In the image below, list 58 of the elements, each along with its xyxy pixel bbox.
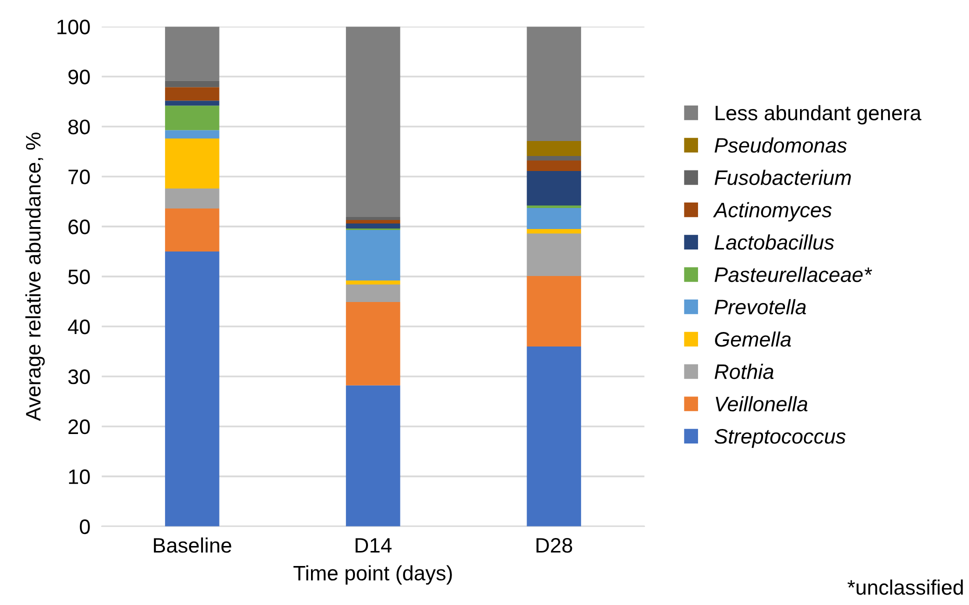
bar: [526, 171, 582, 206]
bar: [346, 284, 400, 302]
bar: [346, 230, 400, 280]
bar: [526, 141, 582, 156]
legend-label: Actinomyces: [712, 202, 832, 222]
bar: [165, 100, 220, 106]
bar: [165, 208, 220, 252]
legend-label: Rothia: [714, 364, 774, 380]
bar: [526, 229, 582, 234]
legend-label: Lactobacillus: [714, 234, 834, 250]
legend-label: Pseudomonas: [714, 137, 847, 153]
legend-label: Prevotella: [714, 299, 806, 314]
text: *unclassified: [848, 580, 963, 595]
bar: [346, 220, 400, 224]
bar: [526, 276, 582, 346]
bar: [526, 156, 582, 161]
bar: [346, 280, 400, 284]
bar: [346, 224, 400, 229]
y-tick-label: 10: [69, 469, 90, 484]
y-tick-label: 40: [68, 319, 90, 334]
y-tick-label: 80: [68, 120, 90, 134]
x-tick-label: Baseline: [154, 537, 232, 553]
bar: [526, 160, 582, 172]
legend-label: Fusobacterium: [714, 170, 851, 186]
bar: [165, 106, 220, 130]
legend-label: Pasteurellaceae*: [714, 266, 872, 282]
legend-label: Gemella: [715, 331, 791, 347]
y-tick-label: 20: [68, 419, 90, 434]
y-tick-label: 100: [57, 20, 90, 34]
y-tick-label: 60: [68, 220, 90, 234]
bar: [526, 208, 582, 230]
bar: [165, 26, 220, 81]
bar: [165, 252, 220, 526]
bar: [165, 87, 220, 101]
y-axis-title: Average relative abundance, %: [25, 132, 45, 422]
bar: [165, 130, 220, 139]
y-tick-label: 70: [68, 170, 90, 184]
x-tick-label: D14: [356, 538, 392, 553]
bar: [346, 217, 400, 220]
x-tick-label: D28: [536, 538, 572, 553]
bar: [346, 385, 400, 526]
legend-label: Streptococcus: [714, 429, 846, 448]
bar: [526, 26, 582, 142]
bar: [165, 138, 220, 189]
y-tick-label: 50: [68, 269, 90, 284]
legend-label: Veillonella: [716, 396, 808, 412]
y-tick-label: 0: [80, 519, 90, 534]
bar: [526, 346, 582, 526]
bar: [165, 80, 220, 88]
bar: [165, 188, 220, 209]
bar: [526, 234, 582, 276]
y-tick-label: 30: [68, 369, 90, 384]
bar: [526, 206, 582, 208]
x-axis-title: Time point (days): [293, 565, 452, 585]
bar: [346, 26, 400, 218]
bar: [346, 302, 400, 386]
legend-label: Less abundant genera: [716, 105, 922, 125]
y-tick-label: 90: [68, 70, 90, 84]
